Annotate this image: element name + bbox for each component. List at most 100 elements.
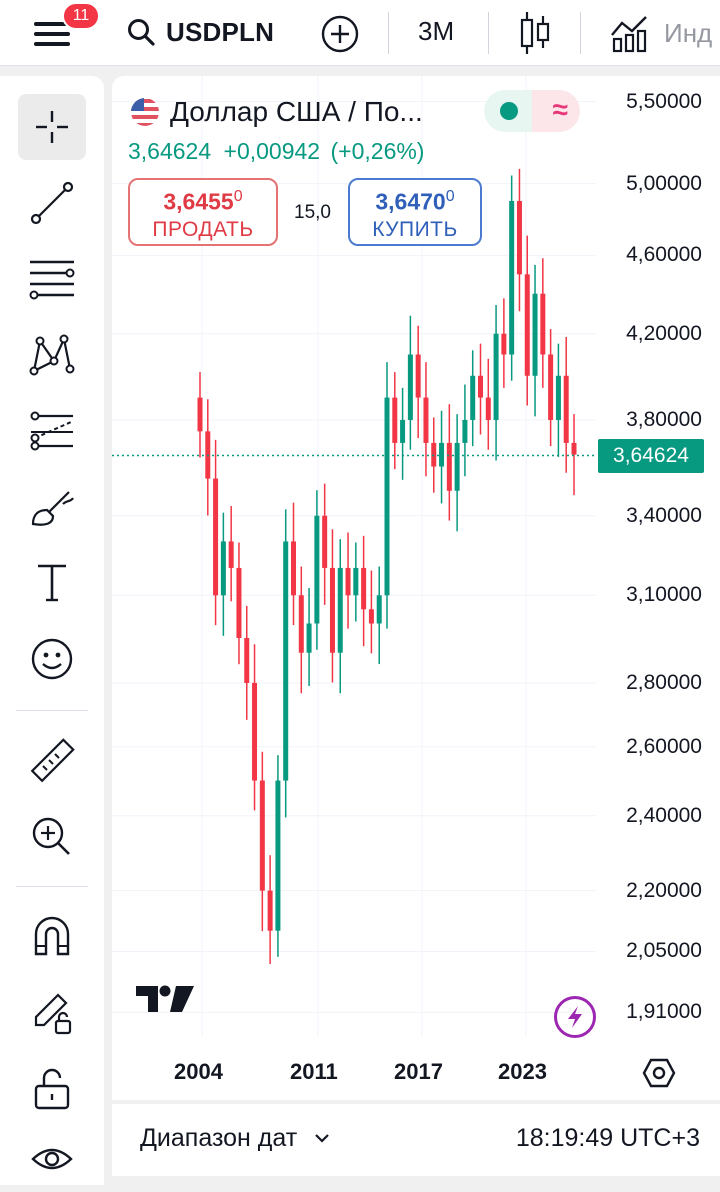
candle-body bbox=[392, 397, 398, 443]
candle-body bbox=[345, 567, 351, 596]
candle-body bbox=[400, 419, 406, 443]
candle-body bbox=[353, 567, 359, 596]
session-clock[interactable]: 18:19:49 UTC+3 bbox=[515, 1124, 700, 1152]
candle-body bbox=[446, 442, 452, 491]
price-axis-label: 1,91000 bbox=[626, 1000, 702, 1024]
candle-body bbox=[571, 442, 577, 455]
candle-body bbox=[516, 200, 522, 275]
forecasting-tool[interactable] bbox=[18, 398, 86, 464]
candle-body bbox=[407, 354, 413, 420]
candle-body bbox=[509, 200, 515, 355]
price-axis-label: 3,80000 bbox=[626, 407, 702, 431]
horizontal-lines-icon bbox=[29, 260, 75, 300]
tradingview-logo-icon bbox=[136, 985, 194, 1012]
candle-body bbox=[532, 293, 538, 376]
candle-body bbox=[329, 567, 335, 653]
drawing-toolbar bbox=[0, 76, 104, 1185]
fib-retracement-tool[interactable] bbox=[18, 246, 86, 312]
xabcd-pattern-icon bbox=[29, 334, 75, 376]
chart-type-button[interactable] bbox=[520, 10, 550, 56]
market-status-pill[interactable]: ≈ bbox=[484, 90, 580, 132]
candle-body bbox=[291, 541, 296, 596]
chart-settings-button[interactable] bbox=[642, 1056, 676, 1095]
candle-body bbox=[314, 515, 320, 624]
symbol-search-button[interactable]: USDPLN bbox=[126, 14, 274, 50]
candle-body bbox=[478, 375, 483, 398]
sell-label: ПРОДАТЬ bbox=[152, 217, 254, 241]
toolbar-divider bbox=[580, 12, 581, 54]
ruler-icon bbox=[30, 738, 75, 783]
eye-icon bbox=[31, 1148, 73, 1170]
search-icon bbox=[128, 19, 155, 46]
candle-body bbox=[368, 609, 374, 624]
candle-body bbox=[415, 354, 421, 398]
visibility-tool[interactable] bbox=[18, 1126, 86, 1192]
candle-body bbox=[485, 397, 491, 420]
time-axis-label: 2011 bbox=[290, 1059, 338, 1084]
text-tool[interactable] bbox=[18, 550, 86, 616]
pencil-lock-icon bbox=[34, 993, 72, 1035]
date-range-label: Диапазон дат bbox=[140, 1124, 298, 1152]
magnet-tool[interactable] bbox=[18, 904, 86, 970]
candle-body bbox=[322, 515, 328, 568]
candles-icon bbox=[520, 12, 550, 54]
candle-body bbox=[275, 780, 281, 931]
candle-body bbox=[423, 397, 429, 443]
price-axis-label: 2,60000 bbox=[626, 734, 702, 758]
legend-title[interactable]: Доллар США / По... bbox=[130, 96, 423, 128]
trend-line-icon bbox=[30, 181, 74, 225]
lock-drawings-tool[interactable] bbox=[18, 980, 86, 1046]
sell-price: 3,6455 bbox=[163, 188, 234, 215]
candle-body bbox=[384, 397, 390, 596]
menu-icon[interactable] bbox=[28, 14, 76, 54]
replay-bolt-button[interactable] bbox=[554, 996, 596, 1038]
spread-value: 15,0 bbox=[294, 202, 331, 223]
price-axis-label: 5,00000 bbox=[626, 171, 702, 195]
price-axis-label: 2,40000 bbox=[626, 803, 702, 827]
zoom-in-icon bbox=[32, 817, 70, 855]
indicators-button[interactable]: Инд bbox=[610, 12, 712, 54]
price-change-percent: (+0,26%) bbox=[330, 138, 425, 164]
text-icon bbox=[38, 564, 66, 602]
candle-body bbox=[213, 478, 219, 596]
candle-body bbox=[267, 890, 273, 931]
sell-button[interactable]: 3,64550 ПРОДАТЬ bbox=[128, 178, 278, 246]
candle-body bbox=[470, 375, 476, 420]
us-flag-icon bbox=[131, 98, 159, 126]
date-range-button[interactable]: Диапазон дат bbox=[140, 1124, 337, 1153]
settings-hexagon-icon bbox=[642, 1058, 676, 1088]
candle-body bbox=[524, 274, 530, 376]
measure-tool[interactable] bbox=[18, 728, 86, 794]
candle-body bbox=[555, 375, 561, 420]
candle-body bbox=[439, 442, 445, 467]
status-pill-right bbox=[532, 90, 580, 132]
buy-button[interactable]: 3,64700 КУПИТЬ bbox=[348, 178, 482, 246]
candle-body bbox=[298, 595, 304, 653]
price-axis-label: 2,20000 bbox=[626, 878, 702, 902]
bottom-bar: Диапазон дат 18:19:49 UTC+3 bbox=[112, 1104, 720, 1176]
crosshair-tool[interactable] bbox=[18, 94, 86, 160]
zoom-tool[interactable] bbox=[18, 804, 86, 870]
candle-body bbox=[197, 397, 203, 432]
candle-body bbox=[283, 541, 289, 781]
toolbar-divider bbox=[16, 886, 88, 887]
candle-body bbox=[236, 567, 242, 638]
price-axis-label: 2,80000 bbox=[626, 670, 702, 694]
price-chart[interactable] bbox=[112, 76, 720, 1100]
indicators-icon bbox=[611, 16, 647, 53]
pattern-tool[interactable] bbox=[18, 322, 86, 388]
chart-panel[interactable]: Доллар США / По... ≈ 3,64624 +0,00942 (+… bbox=[112, 76, 720, 1100]
chevron-down-icon bbox=[315, 1133, 329, 1143]
emoji-tool[interactable] bbox=[18, 626, 86, 692]
buy-label: КУПИТЬ bbox=[372, 217, 458, 241]
tradingview-logo[interactable] bbox=[134, 982, 196, 1021]
toolbar-divider bbox=[388, 12, 389, 54]
candle-body bbox=[306, 623, 312, 653]
crosshair-icon bbox=[36, 111, 68, 143]
brush-tool[interactable] bbox=[18, 474, 86, 540]
compare-add-button[interactable] bbox=[320, 14, 360, 54]
interval-button[interactable]: 3M bbox=[418, 16, 455, 46]
price-axis-label: 4,60000 bbox=[626, 243, 702, 267]
trend-line-tool[interactable] bbox=[18, 170, 86, 236]
lock-tool[interactable] bbox=[18, 1056, 86, 1122]
